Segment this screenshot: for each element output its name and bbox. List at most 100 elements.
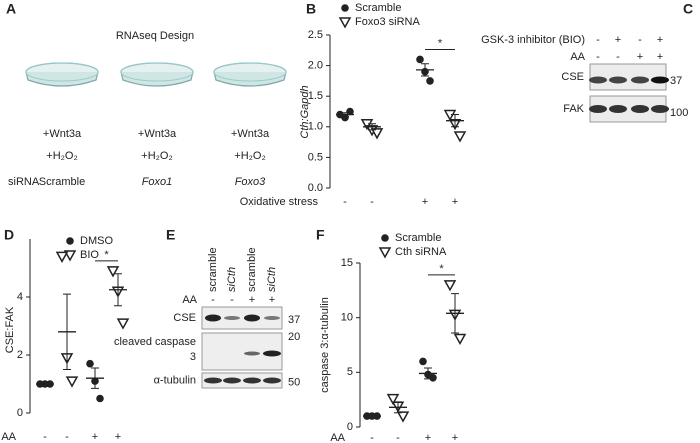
panel-label: D — [4, 227, 14, 243]
x-tick-label: - — [396, 432, 400, 443]
dish-rim — [213, 62, 287, 82]
condition-label: GSK-3 inhibitor (BIO) — [481, 34, 585, 46]
dish-rim — [25, 62, 99, 82]
sirna: Foxo1 — [142, 176, 173, 188]
panel-label: B — [306, 1, 316, 17]
band — [609, 105, 627, 113]
band — [243, 377, 261, 384]
mw-marker: 50 — [288, 376, 300, 388]
panel-label: C — [683, 1, 693, 17]
band-label: CSE — [173, 312, 196, 324]
lane-label: scramble — [207, 247, 219, 292]
treatment: +H₂O₂ — [141, 150, 172, 162]
sign: - — [616, 51, 620, 63]
x-tick-label: - — [370, 196, 374, 208]
condition-label: AA — [182, 294, 197, 306]
data-point — [381, 234, 389, 242]
band — [263, 377, 281, 384]
data-point — [346, 107, 354, 116]
lane-label: siCth — [266, 267, 278, 292]
sign: - — [638, 34, 642, 46]
y-tick-label: 2.0 — [308, 60, 323, 72]
y-tick-label: 0.5 — [308, 151, 323, 163]
mw-marker: 37 — [288, 314, 300, 326]
panel-label: E — [166, 227, 175, 243]
legend-label: Foxo3 siRNA — [355, 16, 420, 28]
data-point — [416, 55, 424, 64]
x-tick-label: - — [343, 196, 347, 208]
band-label: FAK — [563, 103, 584, 115]
data-point — [86, 359, 94, 368]
treatment: +H₂O₂ — [46, 150, 77, 162]
sign: - — [596, 34, 600, 46]
significance: * — [438, 37, 443, 49]
band — [223, 377, 241, 384]
data-point — [341, 4, 349, 12]
sign: + — [657, 34, 663, 46]
band — [244, 314, 260, 322]
y-tick-label: 0 — [17, 407, 23, 419]
data-point — [453, 131, 467, 143]
error-bar — [368, 123, 376, 131]
y-tick-label: 1.5 — [308, 90, 323, 102]
y-axis-label: Cth:Gapdh — [299, 85, 311, 138]
y-axis-label: caspase 3:α-tubulin — [319, 297, 331, 393]
error-bar — [114, 273, 122, 307]
data-point — [338, 17, 352, 29]
band — [263, 350, 281, 357]
lane-label: siCth — [226, 267, 238, 292]
dish-wall — [25, 71, 99, 87]
band — [631, 76, 649, 84]
error-bar — [451, 114, 459, 128]
design-title: RNAseq Design — [116, 30, 194, 42]
data-point — [396, 411, 410, 423]
band — [609, 76, 627, 84]
x-tick-label: + — [422, 196, 428, 208]
sign: + — [249, 294, 255, 306]
x-tick-label: - — [65, 431, 69, 443]
data-point — [65, 376, 79, 388]
data-point — [378, 247, 392, 259]
error-bar — [421, 63, 429, 77]
band — [651, 105, 669, 113]
significance: * — [439, 263, 444, 275]
blot — [201, 372, 283, 389]
panel-label: F — [316, 227, 325, 243]
error-bar — [63, 293, 71, 370]
band — [204, 377, 222, 384]
error-bar — [91, 367, 99, 389]
dish-wall — [213, 71, 287, 87]
data-point — [96, 394, 104, 403]
sign: + — [637, 51, 643, 63]
band-label: CSE — [561, 71, 584, 83]
mw-marker: 37 — [670, 75, 682, 87]
error-bar — [451, 293, 459, 334]
x-tick-label: - — [370, 432, 374, 443]
y-tick-label: 1.0 — [308, 121, 323, 133]
y-tick-label: 2.5 — [308, 29, 323, 41]
band — [631, 105, 649, 113]
panel-label: A — [6, 1, 16, 17]
y-tick-label: 4 — [17, 291, 23, 303]
x-axis-label: AA — [330, 432, 345, 443]
x-tick-label: - — [43, 431, 47, 443]
y-axis-label: CSE:FAK — [4, 306, 16, 353]
data-point — [106, 266, 120, 278]
significance: * — [104, 249, 109, 261]
data-point — [419, 357, 427, 366]
y-tick-label: 2 — [17, 349, 23, 361]
data-point — [55, 251, 69, 263]
error-bar — [341, 112, 349, 117]
lane-label: scramble — [246, 247, 258, 292]
x-tick-label: + — [452, 432, 458, 443]
x-tick-label: + — [452, 196, 458, 208]
data-point — [453, 333, 467, 345]
legend-label: Scramble — [355, 2, 401, 14]
blot — [201, 306, 283, 330]
data-point — [370, 128, 384, 140]
x-tick-label: + — [115, 431, 121, 443]
mw-marker: 100 — [670, 107, 688, 119]
sign: - — [230, 294, 234, 306]
data-point — [426, 77, 434, 85]
